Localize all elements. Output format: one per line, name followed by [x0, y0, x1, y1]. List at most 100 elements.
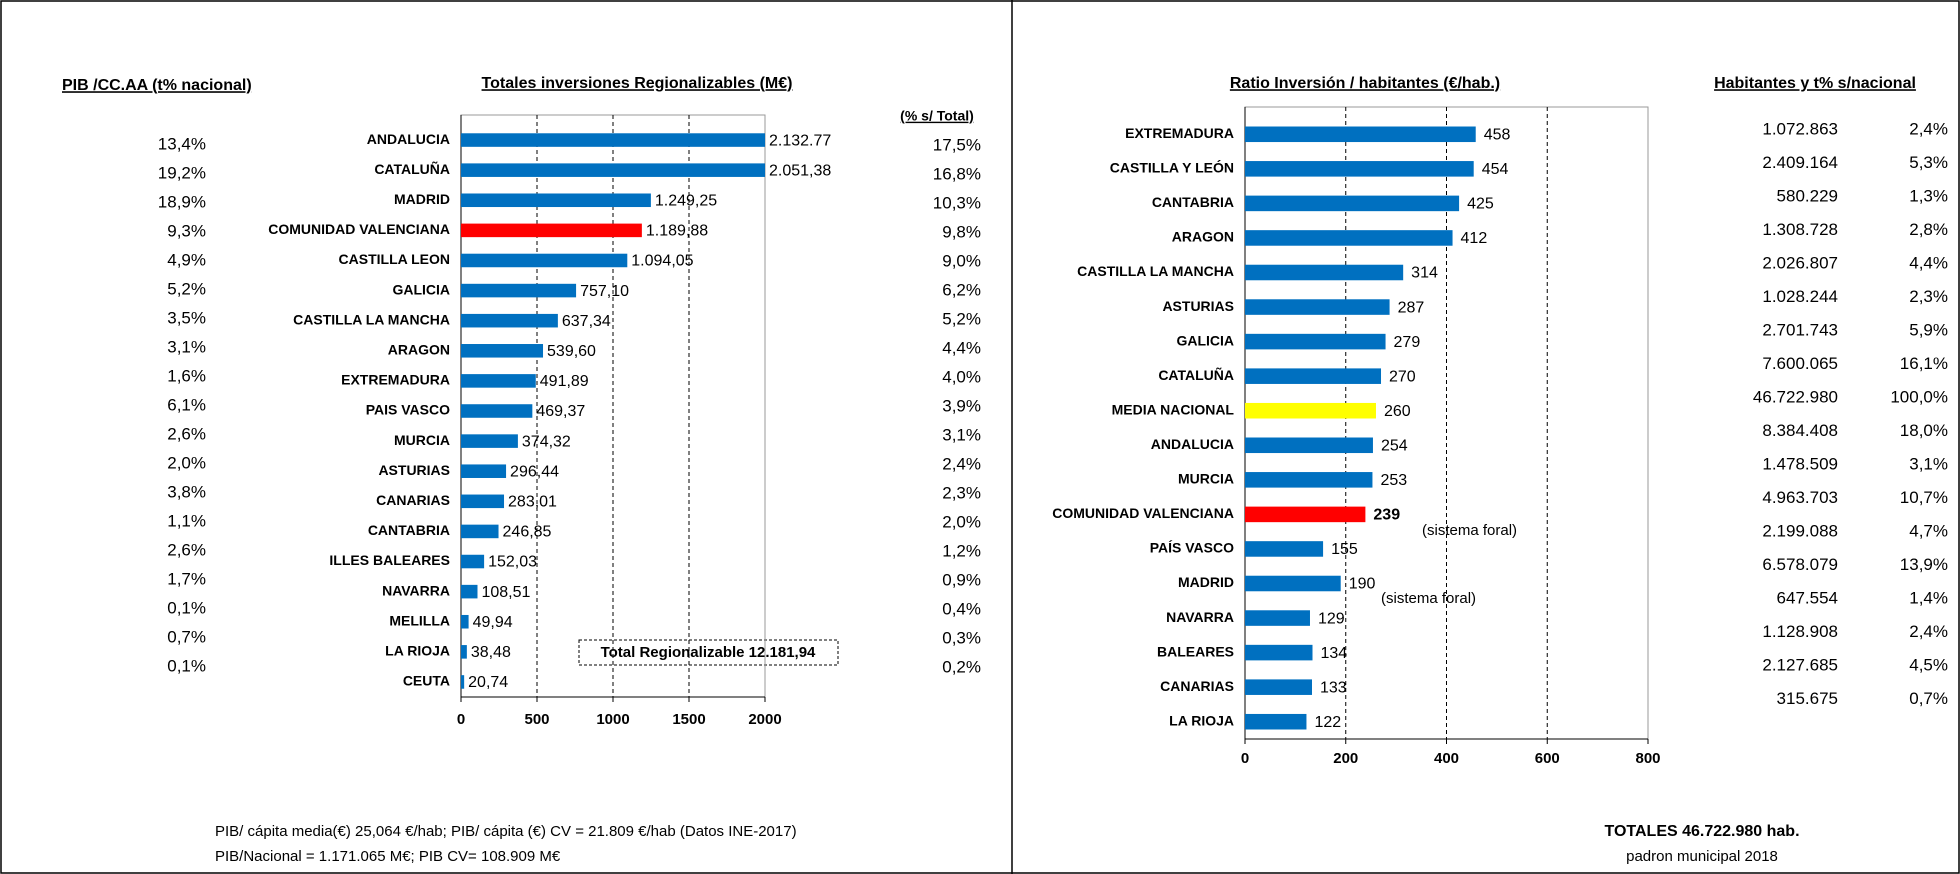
table-cell: 2,3%: [1909, 287, 1948, 306]
table-cell: 1,3%: [1909, 186, 1948, 205]
table-cell: 5,2%: [167, 279, 206, 298]
table-cell: 0,4%: [942, 599, 981, 618]
value-label: 270: [1389, 368, 1416, 385]
category-label: MEDIA NACIONAL: [1112, 401, 1235, 417]
table-cell: 2,0%: [942, 512, 981, 531]
value-label: 454: [1482, 161, 1509, 178]
category-label: ASTURIAS: [1162, 298, 1234, 314]
table-cell: 2,4%: [942, 454, 981, 473]
value-label: 239: [1373, 507, 1400, 524]
table-cell: 2.409.164: [1762, 153, 1838, 172]
bar: [1245, 264, 1404, 281]
value-label: 190: [1349, 576, 1376, 593]
chart-title: Totales inversiones Regionalizables (M€): [482, 75, 793, 92]
x-tick-label: 0: [1241, 750, 1249, 767]
table-cell: 16,8%: [933, 164, 981, 183]
left-header: PIB /CC.AA (t% nacional): [62, 77, 252, 94]
value-label: 134: [1321, 645, 1348, 662]
value-label: 20,74: [468, 674, 508, 691]
category-label: ASTURIAS: [378, 462, 450, 478]
category-label: ARAGON: [1172, 229, 1234, 245]
category-label: CANARIAS: [376, 492, 450, 508]
bar: [461, 223, 642, 238]
table-cell: 10,7%: [1900, 488, 1948, 507]
x-tick-label: 2000: [748, 711, 781, 728]
footer-line: PIB/ cápita media(€) 25,064 €/hab; PIB/ …: [215, 823, 797, 840]
total-annotation: Total Regionalizable 12.181,94: [601, 644, 816, 661]
category-label: CANTABRIA: [368, 522, 450, 538]
category-label: NAVARRA: [382, 582, 450, 598]
bar: [1245, 679, 1312, 695]
table-cell: 18,9%: [158, 192, 206, 211]
table-cell: 3,5%: [167, 308, 206, 327]
table-cell: 1,6%: [167, 366, 206, 385]
table-cell: 13,4%: [158, 134, 206, 153]
value-label: 412: [1461, 230, 1488, 247]
category-label: ANDALUCIA: [367, 131, 450, 147]
bar: [461, 614, 469, 629]
category-label: LA RIOJA: [385, 643, 450, 659]
footer-line: PIB/Nacional = 1.171.065 M€; PIB CV= 108…: [215, 848, 561, 865]
value-label: 2.132.77: [769, 132, 831, 149]
table-cell: 2,3%: [942, 483, 981, 502]
bar: [461, 464, 507, 478]
bar: [1245, 575, 1341, 592]
table-cell: 9,8%: [942, 222, 981, 241]
bar: [1245, 299, 1390, 315]
table-cell: 10,3%: [933, 193, 981, 212]
table-cell: 2,4%: [1909, 622, 1948, 641]
footer-total: TOTALES 46.722.980 hab.: [1604, 823, 1799, 840]
table-cell: 2.701.743: [1762, 320, 1838, 339]
table-cell: 2,8%: [1909, 220, 1948, 239]
category-label: PAÍS VASCO: [1150, 540, 1234, 556]
table-cell: 8.384.408: [1762, 421, 1838, 440]
bar: [1245, 644, 1313, 661]
bar: [1245, 506, 1366, 523]
table-cell: 5,3%: [1909, 153, 1948, 172]
category-label: COMUNIDAD VALENCIANA: [268, 221, 450, 237]
value-label: 260: [1384, 403, 1411, 420]
value-label: 491,89: [540, 373, 589, 390]
table-cell: 1.028.244: [1762, 287, 1838, 306]
table-cell: 647.554: [1777, 588, 1838, 607]
right-header: (% s/ Total): [900, 108, 974, 124]
bar: [1245, 195, 1460, 212]
table-cell: 46.722.980: [1753, 387, 1838, 406]
category-label: EXTREMADURA: [341, 372, 450, 388]
value-label: 2.051,38: [769, 162, 831, 179]
category-label: ILLES BALEARES: [329, 552, 450, 568]
table-cell: 4,4%: [1909, 253, 1948, 272]
bar: [461, 434, 518, 448]
bar: [1245, 126, 1476, 143]
table-cell: 3,1%: [1909, 454, 1948, 473]
category-label: NAVARRA: [1166, 609, 1234, 625]
category-label: CEUTA: [403, 673, 450, 689]
chart-title: Ratio Inversión / habitantes (€/hab.): [1230, 75, 1500, 92]
x-tick-label: 0: [457, 711, 465, 728]
category-label: COMUNIDAD VALENCIANA: [1052, 505, 1234, 521]
value-label: 152,03: [488, 554, 537, 571]
annotation: (sistema foral): [1381, 590, 1476, 607]
category-label: CANARIAS: [1160, 678, 1234, 694]
value-label: 469,37: [536, 403, 585, 420]
category-label: CASTILLA LA MANCHA: [1077, 263, 1234, 279]
category-label: CASTILLA Y LEÓN: [1110, 159, 1234, 176]
table-cell: 2.026.807: [1762, 253, 1838, 272]
bar: [461, 494, 505, 509]
x-tick-label: 400: [1434, 750, 1459, 767]
bar: [1245, 713, 1307, 730]
x-tick-label: 600: [1535, 750, 1560, 767]
bar: [1245, 402, 1376, 419]
value-label: 122: [1314, 714, 1341, 731]
bar: [461, 554, 485, 569]
table-cell: 16,1%: [1900, 354, 1948, 373]
annotation: (sistema foral): [1422, 522, 1517, 539]
table-cell: 6.578.079: [1762, 555, 1838, 574]
table-cell: 2.127.685: [1762, 655, 1838, 674]
x-tick-label: 200: [1333, 750, 1358, 767]
table-cell: 2,6%: [167, 424, 206, 443]
value-label: 458: [1484, 126, 1511, 143]
bar: [461, 584, 478, 599]
table-cell: 0,1%: [167, 598, 206, 617]
